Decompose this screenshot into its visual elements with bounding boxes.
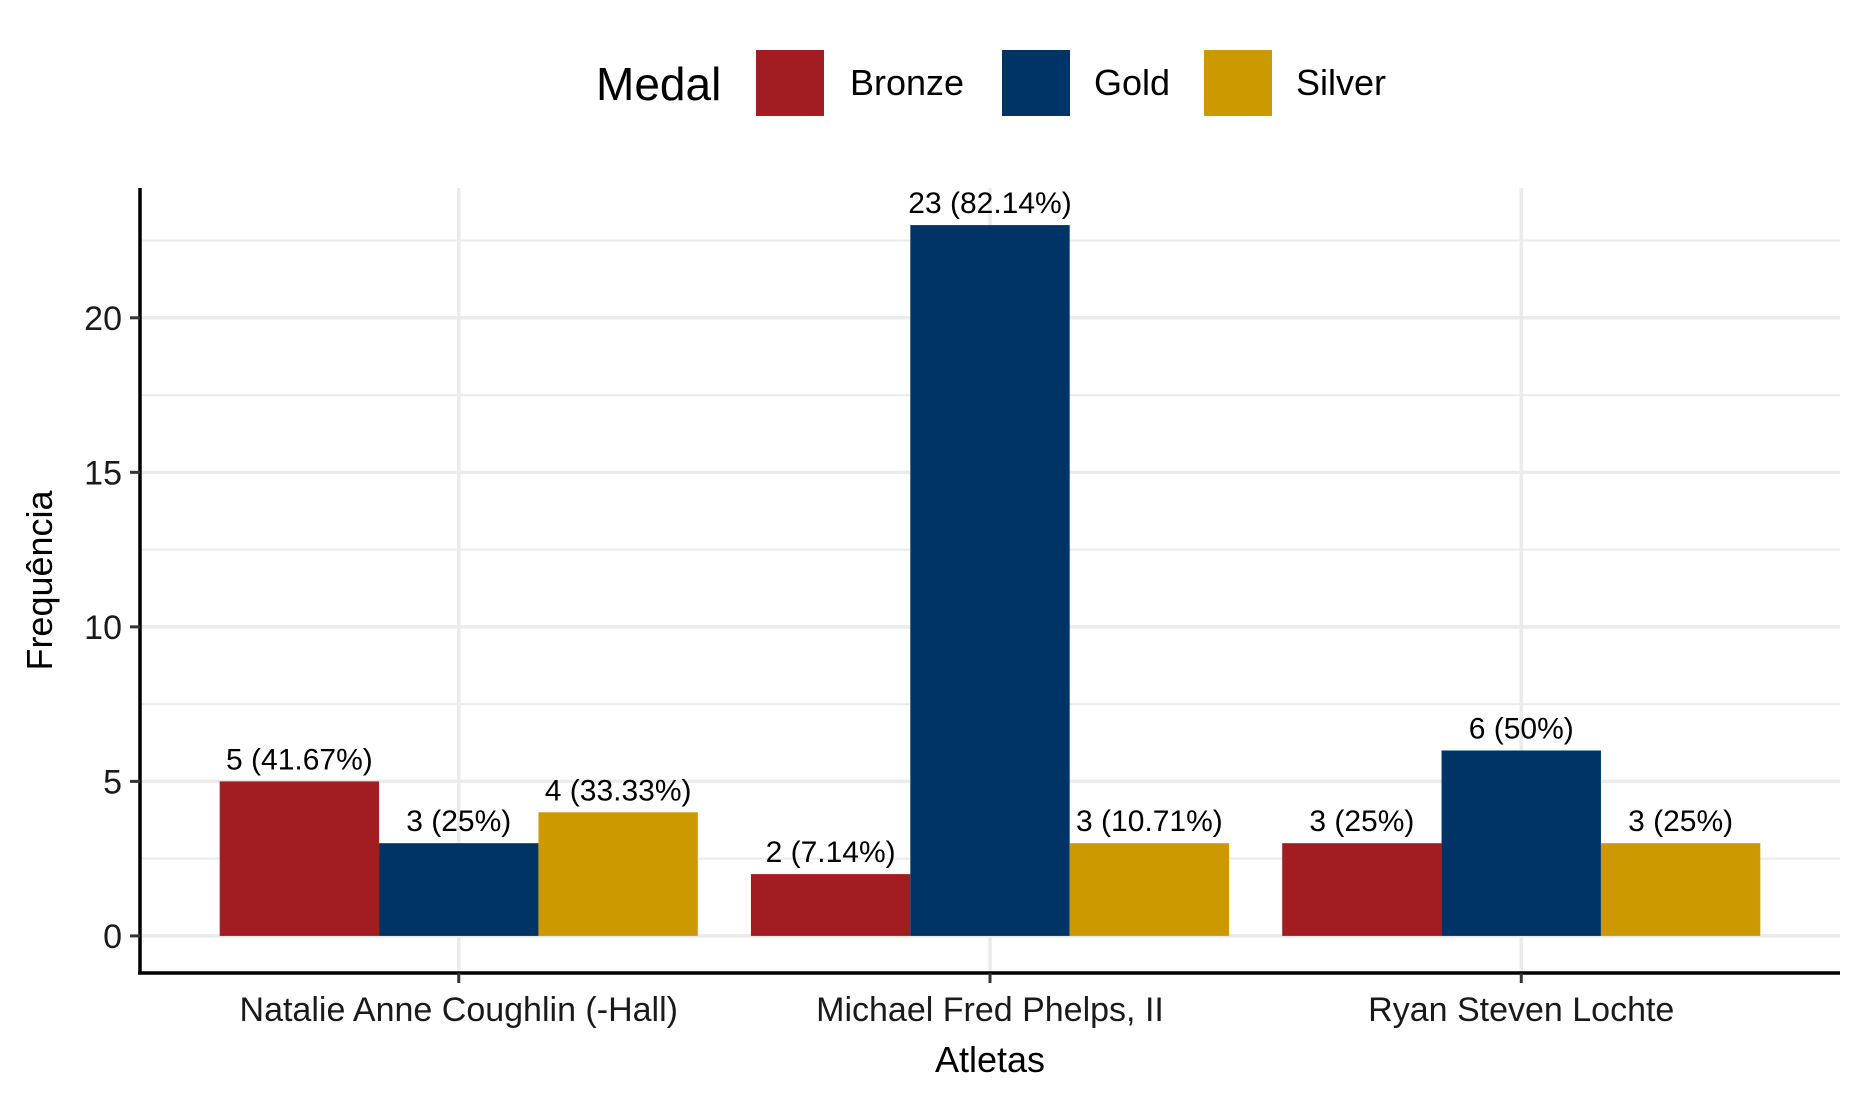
y-tick-label: 5 xyxy=(103,763,122,801)
bar-bronze xyxy=(219,781,380,936)
axes: Atletas Frequência 0 5 10 15 20 Natalie Anne … xyxy=(19,188,1840,1080)
x-axis-title: Atletas xyxy=(935,1039,1045,1080)
bar-gold xyxy=(910,225,1070,936)
y-tick-label: 15 xyxy=(84,454,122,492)
data-label: 5 (41.67%) xyxy=(226,743,373,776)
y-tick-label: 10 xyxy=(84,609,122,647)
legend-label-bronze: Bronze xyxy=(850,62,964,103)
data-label: 3 (10.71%) xyxy=(1076,805,1223,838)
data-label: 6 (50%) xyxy=(1469,712,1574,745)
bar-silver xyxy=(538,812,698,936)
bar-gold xyxy=(379,843,539,936)
legend-label-gold: Gold xyxy=(1094,62,1170,103)
legend-title: Medal xyxy=(596,58,721,110)
y-tick-label: 20 xyxy=(84,300,122,338)
bar-silver xyxy=(1600,843,1761,936)
bar-bronze xyxy=(1282,843,1442,936)
data-label: 3 (25%) xyxy=(1309,805,1414,838)
legend: Medal Bronze Gold Silver xyxy=(596,50,1386,116)
data-label: 23 (82.14%) xyxy=(908,187,1071,220)
bar-bronze xyxy=(750,874,911,936)
data-label: 3 (25%) xyxy=(406,805,511,838)
bar-silver xyxy=(1069,843,1230,936)
bars xyxy=(219,225,1761,936)
legend-label-silver: Silver xyxy=(1296,62,1386,103)
y-axis-title: Frequência xyxy=(19,489,60,670)
x-tick-label: Michael Fred Phelps, II xyxy=(816,991,1164,1029)
data-label: 2 (7.14%) xyxy=(766,836,896,869)
legend-key-bronze xyxy=(756,50,824,116)
y-tick-label: 0 xyxy=(103,918,122,956)
x-tick-label: Ryan Steven Lochte xyxy=(1368,991,1674,1029)
data-labels: 5 (41.67%) 3 (25%) 4 (33.33%) 2 (7.14%) 23 (… xyxy=(226,187,1733,869)
bar-gold xyxy=(1441,750,1601,936)
legend-key-gold xyxy=(1002,50,1070,116)
data-label: 3 (25%) xyxy=(1628,805,1733,838)
data-label: 4 (33.33%) xyxy=(545,774,692,807)
x-tick-label: Natalie Anne Coughlin (-Hall) xyxy=(240,991,678,1029)
legend-key-silver xyxy=(1204,50,1272,116)
